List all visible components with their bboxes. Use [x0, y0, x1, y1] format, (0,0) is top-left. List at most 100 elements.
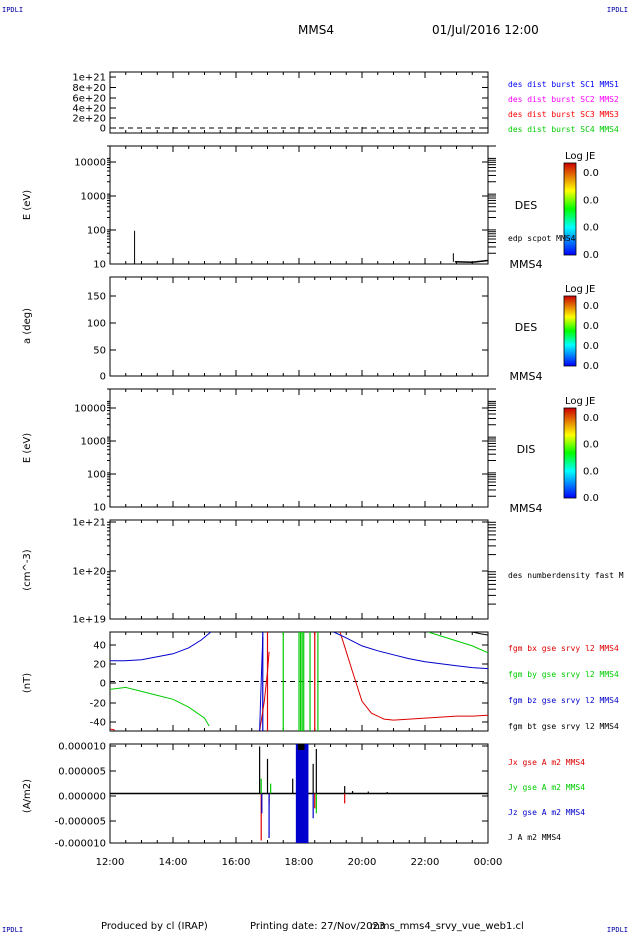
colorbar-tick-label: 0.0 — [583, 223, 599, 234]
page-datetime: 01/Jul/2016 12:00 — [432, 23, 539, 37]
panel-frame — [109, 145, 489, 265]
y-tick-label: 20 — [93, 660, 106, 671]
time-tick-label: 22:00 — [411, 857, 440, 868]
y-tick-label: -0.000005 — [55, 817, 106, 828]
legend-entry: fgm bz gse srvy l2 MMS4 — [508, 696, 619, 705]
panel-frame — [109, 519, 489, 620]
legend-entry: des dist burst SC3 MMS3 — [508, 110, 619, 119]
colorbar-tick-label: 0.0 — [583, 250, 599, 261]
spacecraft-label: MMS4 — [510, 370, 543, 383]
y-tick-label: 4e+20 — [72, 104, 106, 115]
colorbar — [563, 407, 577, 499]
legend-entry: Jz gse A m2 MMS4 — [508, 808, 585, 817]
legend-entry: des numberdensity fast M — [508, 571, 624, 580]
series-line — [428, 632, 488, 654]
page-title: MMS4 — [298, 23, 334, 37]
time-tick-label: 14:00 — [159, 857, 188, 868]
series-group — [110, 632, 488, 731]
y-tick-label: 10 — [93, 503, 106, 514]
panel-3: 10000 1000 100 10 E (eV) DIS MMS4 Log JE 0.0 0.0 0… — [22, 388, 599, 515]
y-tick-label: 10000 — [74, 404, 106, 415]
y-tick-label: 8e+20 — [72, 83, 106, 94]
y-tick-label: 50 — [93, 346, 106, 357]
y-axis-label: (cm^-3) — [22, 549, 33, 590]
y-tick-label: 150 — [87, 292, 106, 303]
colorbar-tick-label: 0.0 — [583, 493, 599, 504]
y-tick-label: 0.000000 — [58, 792, 106, 803]
footer-filename: mms_mms4_srvy_vue_web1.cl — [370, 921, 524, 932]
instrument-label: DES — [515, 321, 537, 334]
time-tick-label: 16:00 — [222, 857, 251, 868]
series-line — [333, 632, 488, 670]
y-tick-label: 1000 — [81, 192, 106, 203]
colorbar-title: Log JE — [565, 396, 595, 407]
y-tick-label: -20 — [90, 699, 106, 710]
legend-entry: fgm bx gse srvy l2 MMS4 — [508, 644, 619, 653]
legend-entry: Jx gse A m2 MMS4 — [508, 758, 585, 767]
colorbar-title: Log JE — [565, 151, 595, 162]
panel-6: 0.000010 0.000005 0.000000 -0.000005 -0.0000… — [22, 742, 585, 850]
y-tick-label: -0.000010 — [55, 839, 106, 850]
footer-produced-by: Produced by cl (IRAP) — [101, 921, 208, 932]
time-tick-label: 00:00 — [474, 857, 503, 868]
time-tick-label: 20:00 — [348, 857, 377, 868]
colorbar-tick-label: 0.0 — [583, 361, 599, 372]
series-line — [259, 636, 264, 731]
colorbar-tick-label: 0.0 — [583, 195, 599, 206]
overlay-line — [454, 259, 489, 263]
series-line — [110, 728, 115, 731]
y-tick-label: 100 — [87, 319, 106, 330]
burst-region — [295, 744, 309, 843]
y-tick-label: 0 — [100, 679, 106, 690]
y-tick-label: 1e+21 — [72, 73, 106, 84]
colorbar-tick-label: 0.0 — [583, 301, 599, 312]
legend-entry: fgm bt gse srvy l2 MMS4 — [508, 722, 619, 731]
series-line — [259, 651, 270, 731]
legend-entry: des dist burst SC1 MMS1 — [508, 80, 619, 89]
y-axis-label: E (eV) — [22, 190, 33, 220]
overlay-label: edp scpot MMS4 — [508, 234, 576, 243]
spacecraft-label: MMS4 — [510, 502, 543, 515]
y-tick-label: 0.000010 — [58, 742, 106, 753]
instrument-label: DIS — [517, 443, 536, 456]
y-axis-label: a (deg) — [22, 308, 33, 344]
y-tick-label: 2e+20 — [72, 114, 106, 125]
colorbar-tick-label: 0.0 — [583, 413, 599, 424]
series-line — [110, 686, 210, 727]
panel-frame — [109, 276, 489, 377]
y-tick-label: 6e+20 — [72, 94, 106, 105]
y-tick-label: 10000 — [74, 158, 106, 169]
y-axis-label: (A/m2) — [22, 779, 33, 813]
colorbar-tick-label: 0.0 — [583, 168, 599, 179]
corner-label-top-left: IPDLI — [2, 6, 23, 14]
panel-frame — [109, 388, 489, 508]
panel-4: 1e+21 1e+20 1e+19 (cm^-3) des numberdensity … — [22, 518, 624, 626]
y-tick-label: 0 — [100, 124, 106, 135]
time-tick-label: 12:00 — [96, 857, 125, 868]
panel-5: 40 20 0 -20 -40 (nT) fgm bx gse srvy l2 MMS4 fg… — [22, 631, 619, 732]
series-line — [339, 632, 488, 721]
series-group — [110, 744, 488, 843]
legend-entry: J A m2 MMS4 — [508, 833, 561, 842]
series-line — [110, 632, 212, 662]
corner-label-bottom-right: IPDLI — [607, 926, 628, 934]
series-line — [472, 632, 488, 636]
legend-entry: des dist burst SC4 MMS4 — [508, 125, 619, 134]
colorbar-tick-label: 0.0 — [583, 440, 599, 451]
y-axis-label: (nT) — [22, 673, 33, 693]
time-tick-label: 18:00 — [285, 857, 314, 868]
colorbar — [563, 162, 577, 256]
colorbar-title: Log JE — [565, 284, 595, 295]
instrument-label: DES — [515, 199, 537, 212]
colorbar-tick-label: 0.0 — [583, 321, 599, 332]
y-tick-label: 10 — [93, 260, 106, 271]
panel-2: 150 100 50 0 a (deg) DES MMS4 Log JE 0.0 0.0 0.0 0.… — [22, 276, 599, 383]
colorbar-tick-label: 0.0 — [583, 341, 599, 352]
y-tick-label: 1e+19 — [72, 615, 106, 626]
y-tick-label: -40 — [90, 718, 106, 729]
footer-printing-date: Printing date: 27/Nov/2023 — [250, 921, 385, 932]
y-tick-label: 0.000005 — [58, 767, 106, 778]
y-tick-label: 100 — [87, 226, 106, 237]
